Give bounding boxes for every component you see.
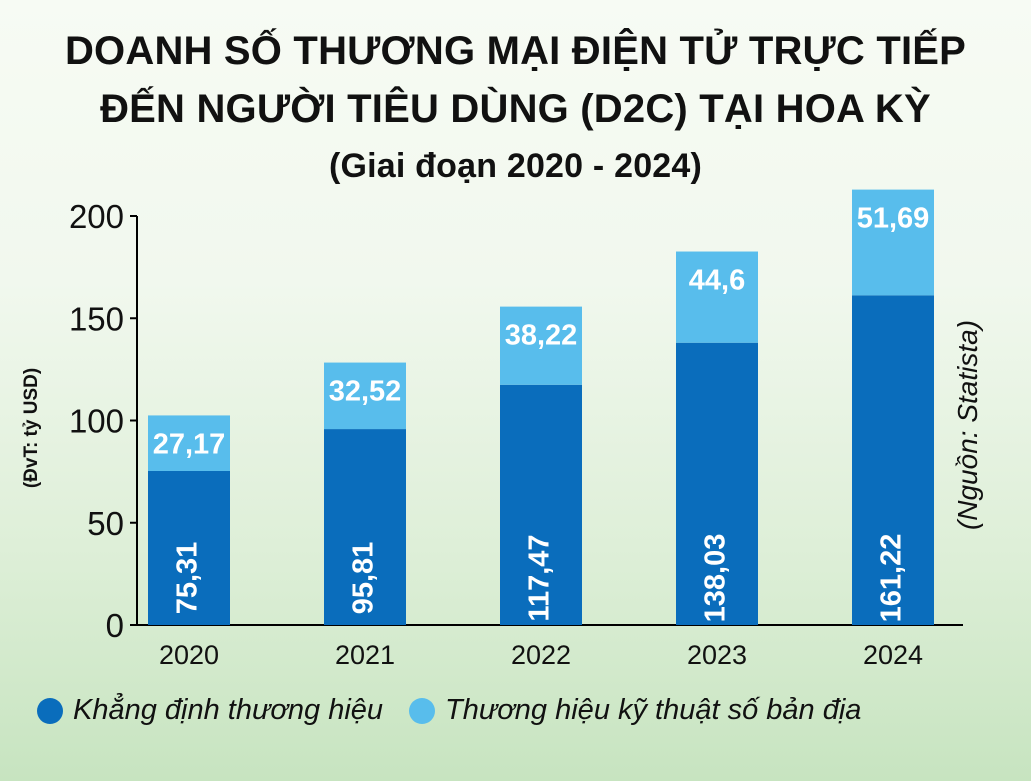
data-label-brand: 161,22 xyxy=(876,534,908,623)
legend-swatch-brand xyxy=(37,697,63,724)
y-tick-label: 100 xyxy=(69,403,124,440)
data-label-brand: 117,47 xyxy=(524,534,556,621)
bar-segment-brand xyxy=(500,384,582,625)
bar-segment-digital-native xyxy=(500,306,582,385)
x-tick-label: 2024 xyxy=(863,640,923,670)
bar-segment-digital-native xyxy=(148,415,230,471)
chart-title-line-1: DOANH SỐ THƯƠNG MẠI ĐIỆN TỬ TRỰC TIẾP xyxy=(64,29,967,73)
data-label-brand: 95,81 xyxy=(348,542,380,615)
chart-legend: Khẳng định thương hiệu Thương hiệu kỹ th… xyxy=(37,694,861,727)
bar-segment-brand xyxy=(324,429,406,625)
legend-item-digital-native: Thương hiệu kỹ thuật số bản địa xyxy=(409,694,861,727)
bar-segment-brand xyxy=(852,295,934,625)
data-label-digital-native: 51,69 xyxy=(857,203,930,235)
bar-segment-digital-native xyxy=(324,362,406,430)
x-tick-label: 2023 xyxy=(687,640,747,670)
data-label-digital-native: 32,52 xyxy=(329,376,402,408)
source-label: (Nguồn: Statista) xyxy=(952,319,983,531)
bar-segment-digital-native xyxy=(852,189,934,296)
data-label-digital-native: 27,17 xyxy=(153,428,226,460)
unit-label: (ĐvT: tỷ USD) xyxy=(21,367,42,489)
y-tick-label: 150 xyxy=(69,300,124,337)
bar-segment-brand xyxy=(148,470,230,625)
chart-subtitle: (Giai đoạn 2020 - 2024) xyxy=(328,147,703,185)
legend-label-digital-native: Thương hiệu kỹ thuật số bản địa xyxy=(445,694,862,726)
data-label-digital-native: 44,6 xyxy=(689,265,745,297)
chart-title-block: DOANH SỐ THƯƠNG MẠI ĐIỆN TỬ TRỰC TIẾP ĐẾ… xyxy=(0,22,1031,194)
legend-label-brand: Khẳng định thương hiệu xyxy=(73,694,384,726)
y-tick-label: 0 xyxy=(106,607,124,644)
data-label-brand: 75,31 xyxy=(172,542,204,615)
y-tick-label: 50 xyxy=(87,505,124,542)
x-tick-label: 2021 xyxy=(335,640,395,670)
bar-segment-brand xyxy=(676,342,758,625)
y-tick-label: 200 xyxy=(69,198,124,235)
bar-segment-digital-native xyxy=(676,251,758,343)
x-tick-label: 2020 xyxy=(159,640,219,670)
chart-title-line-2: ĐẾN NGƯỜI TIÊU DÙNG (D2C) TẠI HOA KỲ xyxy=(100,87,931,131)
data-label-brand: 138,03 xyxy=(700,534,732,623)
legend-swatch-digital-native xyxy=(409,697,436,724)
x-tick-label: 2022 xyxy=(511,640,571,670)
data-label-digital-native: 38,22 xyxy=(505,320,578,352)
legend-item-brand: Khẳng định thương hiệu xyxy=(37,694,383,727)
